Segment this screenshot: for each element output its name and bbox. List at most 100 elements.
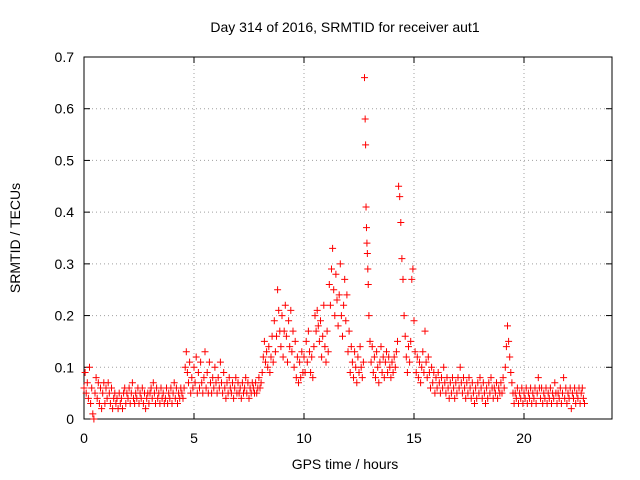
data-point [273,332,280,340]
data-point [390,353,398,361]
data-point [324,348,332,356]
data-point [285,317,293,325]
data-point [350,374,357,382]
data-point [347,343,355,351]
data-point [275,306,283,314]
data-point [337,312,345,320]
data-point [80,384,88,392]
data-point [530,394,538,402]
data-point [170,379,178,387]
data-point [93,394,101,402]
data-point [363,239,371,247]
data-point [391,363,399,371]
data-point [494,394,502,402]
data-point [506,353,514,361]
data-point [149,379,157,387]
data-point [309,374,317,382]
data-point [368,343,376,351]
data-point [501,363,509,371]
data-point [332,270,340,278]
data-point [298,348,306,356]
data-point [280,327,288,335]
y-tick-label: 0.3 [55,256,75,272]
data-point [326,301,334,309]
data-point [258,368,266,376]
data-point [374,363,382,371]
data-point [581,399,588,407]
x-tick-label: 5 [190,430,198,446]
data-point [260,337,268,345]
data-point [417,379,425,387]
y-tick-label: 0 [66,411,74,427]
data-point [187,389,195,397]
data-point [370,353,378,361]
data-point [402,353,410,361]
y-tick-label: 0.2 [55,308,75,324]
x-axis-label: GPS time / hours [292,456,399,472]
data-point [416,358,423,366]
x-tick-label: 15 [406,430,422,446]
data-point [189,384,197,392]
data-point [323,327,331,335]
data-point [499,374,507,382]
data-point [577,389,585,397]
data-point [380,374,388,382]
data-point [98,405,106,413]
data-point [188,374,196,382]
data-point [502,343,510,351]
data-point [267,353,275,361]
data-point [507,368,515,376]
data-point [373,348,381,356]
data-point [304,327,312,335]
data-point [429,379,437,387]
data-point [307,368,315,376]
data-point [278,312,286,320]
data-point [329,244,337,252]
data-point [277,343,285,351]
data-point [394,337,401,345]
data-point [178,389,186,397]
data-point [196,384,203,392]
data-point [500,384,508,392]
y-tick-label: 0.1 [55,359,75,375]
data-point [456,363,464,371]
data-point [308,353,316,361]
data-point [263,348,271,356]
data-point [87,399,95,407]
data-point [293,353,301,361]
data-point [414,374,422,382]
data-point [334,322,342,330]
data-point [222,394,230,402]
data-point [471,399,478,407]
data-point [418,363,426,371]
data-point [362,203,370,211]
data-point [345,327,353,335]
data-point [396,193,404,201]
data-point [321,343,329,351]
data-point [92,374,100,382]
data-point [387,374,395,382]
data-point [201,348,209,356]
data-point [508,379,516,387]
data-point [232,374,240,382]
data-point [297,374,305,382]
data-point [86,363,93,371]
data-point [401,332,409,340]
data-point [200,374,208,382]
data-point [274,286,282,294]
data-point [356,343,364,351]
data-point [253,389,261,397]
data-point [427,384,434,392]
data-point [310,343,318,351]
data-point [369,368,377,376]
data-point [498,389,506,397]
data-point [245,394,253,402]
data-point [296,358,304,366]
data-point [216,358,224,366]
data-point [485,379,493,387]
data-point [497,379,505,387]
data-point [142,405,150,413]
data-point [125,384,133,392]
data-point [362,224,370,232]
